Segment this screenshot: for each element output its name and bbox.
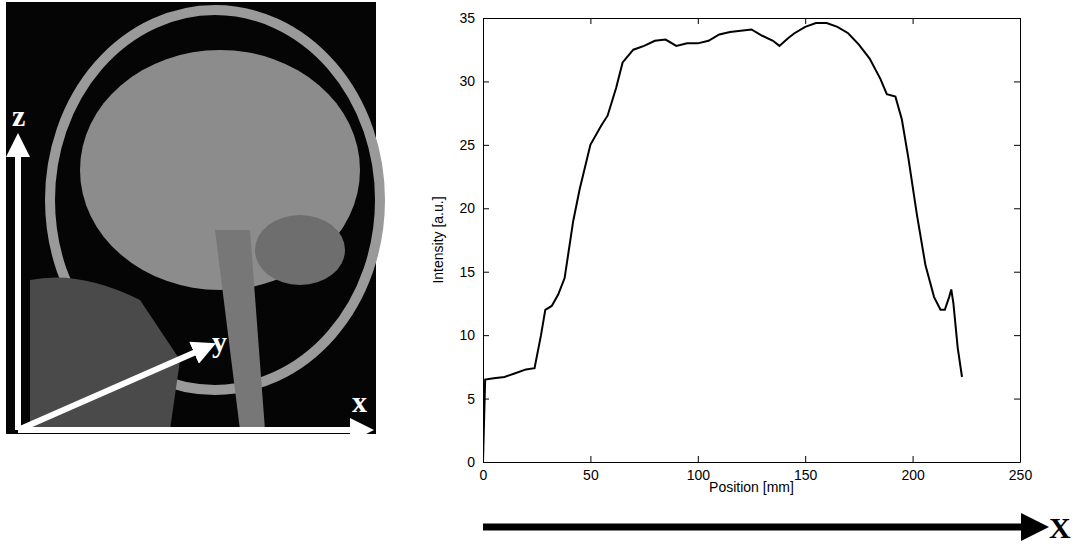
tick-mark <box>1014 335 1020 336</box>
tick-label: 150 <box>794 467 818 483</box>
tick-mark <box>1014 18 1020 19</box>
tick <box>1014 399 1020 400</box>
cerebellum <box>255 215 345 285</box>
tick: 15 <box>459 264 489 280</box>
tick-mark <box>913 456 914 462</box>
tick-label: 0 <box>480 467 488 483</box>
tick: 50 <box>583 456 599 483</box>
axis-arrow <box>18 427 362 433</box>
tick-label: 10 <box>459 327 475 343</box>
tick-label: 25 <box>459 137 475 153</box>
tick-mark <box>483 145 489 146</box>
axis-line <box>484 18 1021 19</box>
tick <box>1014 18 1020 19</box>
tick: 10 <box>459 327 489 343</box>
tick-mark <box>590 456 591 462</box>
tick-label: 200 <box>901 467 925 483</box>
tick <box>913 18 914 24</box>
x-axis-top <box>484 18 1021 24</box>
tick-mark <box>483 81 489 82</box>
tick-mark <box>1014 272 1020 273</box>
tick-mark <box>1014 145 1020 146</box>
tick-label: 250 <box>1009 467 1033 483</box>
axis-letter: z <box>12 99 25 132</box>
tick: 35 <box>459 10 489 26</box>
tick-label: 35 <box>459 10 475 26</box>
tick-label: 20 <box>459 200 475 216</box>
axis-line <box>484 462 1021 463</box>
tick-mark <box>483 462 489 463</box>
tick-mark <box>1014 399 1020 400</box>
tick <box>805 18 806 24</box>
axis-arrow <box>18 348 205 430</box>
tick <box>1014 272 1020 273</box>
intensity-line <box>483 23 962 462</box>
axis-line <box>1020 19 1021 463</box>
tick-label: 0 <box>467 454 475 470</box>
tick-mark <box>1014 81 1020 82</box>
tick <box>590 18 591 24</box>
tick-mark <box>1014 208 1020 209</box>
tick: 200 <box>901 456 925 483</box>
tick-mark <box>805 18 806 24</box>
mri-panel <box>6 2 380 434</box>
tick-label: 15 <box>459 264 475 280</box>
tick-mark <box>590 18 591 24</box>
tick-mark <box>698 456 699 462</box>
mri-background <box>6 2 376 434</box>
tick <box>698 18 699 24</box>
tick <box>1014 462 1020 463</box>
tick: 150 <box>794 456 818 483</box>
tick-mark <box>1014 462 1020 463</box>
tick <box>1014 335 1020 336</box>
tick: 0 <box>467 454 489 470</box>
direction-arrow <box>483 524 1035 531</box>
tick: 25 <box>459 137 489 153</box>
tick-label: 100 <box>687 467 711 483</box>
y-axis-title: Intensity [a.u.] <box>430 196 446 283</box>
tick-mark <box>483 335 489 336</box>
tick-mark <box>805 456 806 462</box>
tick-label: 50 <box>583 467 599 483</box>
tick-mark <box>913 18 914 24</box>
tick: 20 <box>459 200 489 216</box>
face <box>30 278 180 431</box>
tick-mark <box>698 18 699 24</box>
tick <box>1014 208 1020 209</box>
axis-arrow <box>15 145 21 430</box>
tick-mark <box>483 18 489 19</box>
tick-mark <box>483 208 489 209</box>
x-axis-title: Position [mm] <box>709 479 794 495</box>
tick <box>1014 145 1020 146</box>
tick <box>1014 81 1020 82</box>
axis-letter: x <box>352 385 367 418</box>
plot-area <box>483 23 962 462</box>
tick: 100 <box>687 456 711 483</box>
tick: 30 <box>459 73 489 89</box>
tick-mark <box>483 272 489 273</box>
figure: z y x 0 50 100 150 200 250 0 5 10 15 20 25 30 35 Position… <box>0 0 1079 548</box>
axis-letter: y <box>212 325 227 358</box>
tick-label: 30 <box>459 73 475 89</box>
tick-label: 5 <box>467 391 475 407</box>
direction-letter: X <box>1049 511 1071 544</box>
y-axis-right <box>1014 19 1021 463</box>
